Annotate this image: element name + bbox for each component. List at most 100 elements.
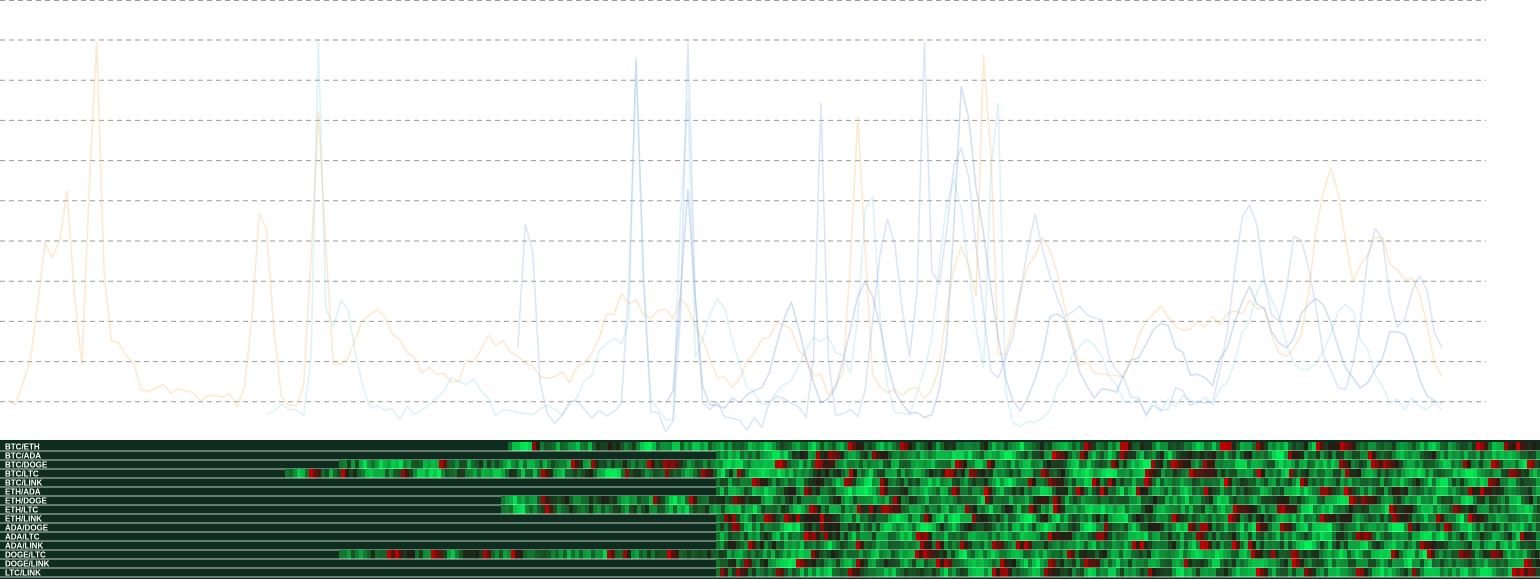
- heatmap-cell: [1120, 442, 1125, 451]
- heatmap-cell: [1456, 532, 1461, 541]
- heatmap-cell: [935, 460, 940, 469]
- heatmap-cell: [780, 568, 785, 577]
- heatmap-cell: [1076, 568, 1081, 577]
- heatmap-cell: [824, 442, 829, 451]
- heatmap-cell: [1116, 478, 1121, 487]
- heatmap-cell: [1424, 523, 1429, 532]
- heatmap-cell: [1323, 460, 1328, 469]
- heatmap-cell: [661, 496, 666, 505]
- chart-series-lines: [7, 41, 1443, 433]
- heatmap-cell: [633, 469, 638, 478]
- heatmap-cell: [1319, 460, 1324, 469]
- heatmap-cell: [980, 451, 985, 460]
- heatmap-cell: [1308, 532, 1313, 541]
- heatmap-cell: [1241, 496, 1246, 505]
- heatmap-cell: [1208, 559, 1213, 568]
- heatmap-cell: [1101, 496, 1106, 505]
- heatmap-cell: [1176, 514, 1181, 523]
- heatmap-cell: [553, 505, 558, 514]
- heatmap-cell: [793, 496, 798, 505]
- heatmap-cell: [924, 523, 929, 532]
- heatmap-cell: [1028, 541, 1033, 550]
- heatmap-cell: [733, 496, 738, 505]
- heatmap-cell: [1385, 496, 1390, 505]
- heatmap-cell: [897, 496, 902, 505]
- heatmap-cell: [1304, 559, 1309, 568]
- heatmap-cell: [987, 460, 992, 469]
- heatmap-cell: [1452, 514, 1457, 523]
- heatmap-cell: [1304, 541, 1309, 550]
- heatmap-cell: [1335, 550, 1340, 559]
- heatmap-cell: [1396, 442, 1401, 451]
- heatmap-cell: [985, 505, 990, 514]
- heatmap-cell: [848, 523, 853, 532]
- heatmap-cell: [1392, 541, 1397, 550]
- heatmap-cell: [909, 469, 914, 478]
- heatmap-cell: [981, 469, 986, 478]
- heatmap-cell: [565, 496, 570, 505]
- heatmap-cell: [753, 505, 758, 514]
- heatmap-cell: [976, 514, 981, 523]
- heatmap-cell: [1508, 523, 1513, 532]
- heatmap-cell: [924, 568, 929, 577]
- heatmap-cell: [881, 469, 886, 478]
- heatmap-cell: [1013, 496, 1018, 505]
- heatmap-cell: [692, 442, 697, 451]
- heatmap-cell: [1161, 469, 1166, 478]
- heatmap-cell: [1536, 451, 1540, 460]
- heatmap-cell: [1315, 550, 1320, 559]
- heatmap-cell: [748, 559, 753, 568]
- heatmap-cell: [1256, 568, 1261, 577]
- heatmap-cell: [1285, 505, 1290, 514]
- heatmap-cell: [1280, 559, 1285, 568]
- heatmap-cell: [908, 532, 913, 541]
- heatmap-cell: [1171, 460, 1176, 469]
- heatmap-cell: [585, 496, 590, 505]
- heatmap-cell: [1349, 505, 1354, 514]
- heatmap-cell: [1532, 442, 1537, 451]
- heatmap-cell: [996, 442, 1001, 451]
- heatmap-cell: [521, 469, 526, 478]
- heatmap-cell: [923, 550, 928, 559]
- heatmap-cell: [1116, 559, 1121, 568]
- heatmap-cell: [1144, 541, 1149, 550]
- heatmap-cell: [1204, 442, 1209, 451]
- heatmap-cell: [521, 505, 526, 514]
- heatmap-cell: [1436, 451, 1441, 460]
- heatmap-cell: [523, 460, 528, 469]
- heatmap-cell: [1061, 505, 1066, 514]
- heatmap-cell: [1059, 460, 1064, 469]
- heatmap-cell: [880, 451, 885, 460]
- heatmap-cell: [1493, 496, 1498, 505]
- heatmap-cell: [776, 514, 781, 523]
- heatmap-cell: [1116, 532, 1121, 541]
- heatmap-cell: [1224, 478, 1229, 487]
- heatmap-cell: [1484, 451, 1489, 460]
- heatmap-cell: [977, 469, 982, 478]
- heatmap-cell: [537, 496, 542, 505]
- heatmap-cell: [756, 523, 761, 532]
- heatmap-cell: [751, 460, 756, 469]
- heatmap-cell: [907, 550, 912, 559]
- heatmap-cell: [1428, 568, 1433, 577]
- heatmap-cell: [1268, 559, 1273, 568]
- heatmap-cell: [1196, 478, 1201, 487]
- heatmap-cell: [1129, 496, 1134, 505]
- heatmap-cell: [984, 451, 989, 460]
- heatmap-cell: [992, 532, 997, 541]
- heatmap-cell: [824, 568, 829, 577]
- heatmap-cell: [976, 559, 981, 568]
- heatmap-cell: [1361, 469, 1366, 478]
- heatmap-cell: [1005, 469, 1010, 478]
- heatmap-cell: [811, 460, 816, 469]
- heatmap-cell: [1353, 505, 1358, 514]
- heatmap-cell: [1189, 496, 1194, 505]
- heatmap-cell: [1096, 451, 1101, 460]
- heatmap-cell: [649, 496, 654, 505]
- heatmap-cell: [503, 550, 508, 559]
- heatmap-cell: [1132, 568, 1137, 577]
- heatmap-cell: [892, 514, 897, 523]
- heatmap-cell: [553, 469, 558, 478]
- heatmap-cell: [1433, 496, 1438, 505]
- heatmap-cell: [1227, 550, 1232, 559]
